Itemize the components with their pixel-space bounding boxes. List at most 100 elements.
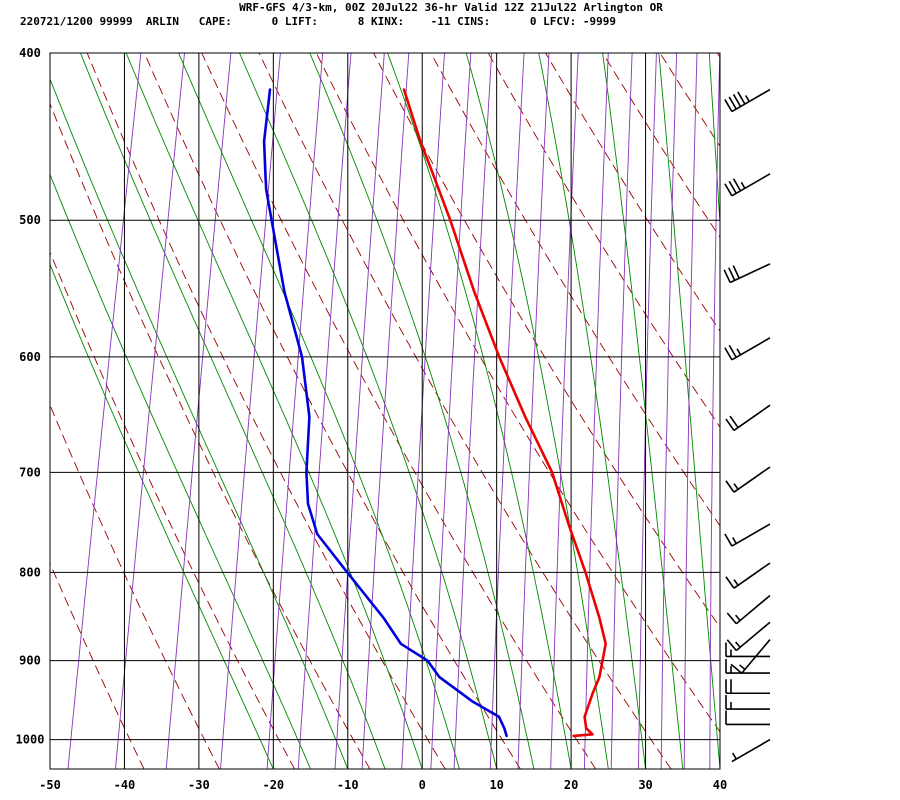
wind-barb-shaft bbox=[733, 404, 771, 432]
wind-barb bbox=[723, 263, 771, 284]
wind-barb-flag bbox=[732, 94, 742, 107]
wind-barb-half-flag bbox=[735, 614, 741, 622]
x-tick-label: 20 bbox=[564, 778, 578, 792]
wind-barb bbox=[725, 659, 770, 674]
mixing-ratio-line bbox=[683, 53, 698, 769]
moist-adiabat-line bbox=[602, 53, 684, 769]
mixing-ratio-line bbox=[165, 53, 232, 769]
x-tick-label: -10 bbox=[337, 778, 359, 792]
wind-barb-half-flag bbox=[733, 579, 739, 586]
dry-adiabat-line bbox=[201, 53, 597, 769]
wind-barb-shaft bbox=[731, 523, 771, 547]
wind-barb-shaft bbox=[733, 562, 771, 589]
mixing-ratio-line bbox=[297, 53, 352, 769]
dry-adiabat-line bbox=[832, 53, 900, 769]
wind-barb bbox=[725, 679, 770, 695]
mixing-ratio-line bbox=[334, 53, 385, 769]
wind-barb-half-flag bbox=[745, 95, 750, 102]
mixing-ratio-line bbox=[583, 53, 609, 769]
wind-barb-shaft bbox=[731, 88, 771, 113]
moist-adiabat-line bbox=[708, 53, 720, 230]
wind-barb-shaft bbox=[735, 621, 771, 652]
wind-barb-shaft bbox=[733, 466, 771, 493]
wind-barb-flag bbox=[725, 418, 735, 431]
sounding-stats: 220721/1200 99999 ARLIN CAPE: 0 LIFT: 8 … bbox=[20, 15, 616, 28]
wind-barb-half-flag bbox=[735, 641, 741, 648]
wind-barb bbox=[725, 642, 770, 658]
wind-barb-flag bbox=[723, 269, 731, 283]
wind-barb-flag bbox=[725, 576, 735, 589]
wind-barb-flag bbox=[728, 344, 737, 358]
mixing-ratio-line bbox=[115, 53, 185, 769]
wind-barb-flag bbox=[728, 267, 736, 281]
moist-adiabat-line bbox=[80, 53, 386, 769]
dry-adiabat-line bbox=[373, 53, 720, 629]
mixing-ratio-line bbox=[489, 53, 525, 769]
wind-barb-half-flag bbox=[736, 348, 742, 356]
wind-barb-flag bbox=[737, 91, 746, 105]
dry-adiabat-line bbox=[602, 53, 720, 239]
wind-barb-half-flag bbox=[739, 664, 746, 671]
wind-barb-flag bbox=[726, 639, 737, 652]
wind-barb-shaft bbox=[729, 263, 771, 284]
mixing-ratio-line bbox=[361, 53, 410, 769]
y-tick-label: 400 bbox=[19, 46, 41, 60]
wind-barbs bbox=[723, 88, 771, 763]
wind-barb-half-flag bbox=[733, 483, 739, 490]
y-tick-label: 1000 bbox=[16, 733, 45, 747]
wind-barb bbox=[725, 710, 770, 726]
moist-adiabat-line bbox=[309, 53, 535, 769]
moist-adiabat-line bbox=[125, 53, 423, 769]
dry-adiabat-line bbox=[659, 53, 720, 147]
wind-barb-shaft bbox=[731, 738, 771, 763]
y-tick-label: 600 bbox=[19, 350, 41, 364]
dry-adiabat-line bbox=[716, 53, 720, 58]
wind-barb-flag bbox=[726, 612, 737, 625]
mixing-ratio-line bbox=[660, 53, 678, 769]
sounding-profiles bbox=[262, 88, 607, 738]
plot-frame bbox=[49, 52, 721, 770]
mixing-ratio-line bbox=[453, 53, 493, 769]
mixing-ratio-line bbox=[401, 53, 445, 769]
wind-barb-flag bbox=[732, 178, 742, 192]
wind-barb-flag bbox=[729, 415, 739, 429]
wind-barb-flag bbox=[728, 96, 737, 110]
dry-adiabat-line bbox=[487, 53, 720, 428]
wind-barb bbox=[726, 594, 771, 625]
wind-barb bbox=[724, 337, 771, 361]
x-tick-label: -20 bbox=[262, 778, 284, 792]
wind-barb-shaft bbox=[731, 337, 771, 361]
wind-barb bbox=[724, 88, 771, 113]
y-tick-label: 700 bbox=[19, 465, 41, 479]
mixing-ratio-line bbox=[550, 53, 579, 769]
x-tick-label: 40 bbox=[713, 778, 727, 792]
mixing-ratio-line bbox=[266, 53, 324, 769]
dry-adiabat-line bbox=[258, 53, 672, 769]
wind-barb bbox=[724, 523, 771, 547]
mixing-ratio-line bbox=[430, 53, 472, 769]
wind-barb bbox=[725, 562, 771, 589]
y-axis-ticks: 400 500 600 700 800 900 1000 bbox=[16, 46, 45, 747]
wind-barb-half-flag bbox=[732, 752, 737, 760]
wind-barb bbox=[726, 621, 771, 652]
dewpoint-profile-line bbox=[262, 88, 508, 738]
wind-barb bbox=[725, 404, 771, 432]
dry-adiabat-line bbox=[430, 53, 720, 527]
moist-adiabat-line bbox=[239, 53, 498, 769]
wind-barb bbox=[725, 695, 770, 710]
wind-barb-flag bbox=[724, 99, 733, 112]
dry-adiabat-line bbox=[144, 53, 521, 769]
wind-barb-flag bbox=[728, 180, 737, 194]
mixing-ratio-line bbox=[638, 53, 657, 769]
dry-adiabat-line bbox=[50, 251, 296, 769]
wind-barb-flag bbox=[724, 347, 733, 361]
moist-adiabat-line bbox=[50, 263, 274, 769]
dry-adiabat-line bbox=[889, 53, 900, 769]
dry-adiabat-line bbox=[545, 53, 720, 332]
wind-barb bbox=[731, 738, 771, 763]
wind-barb bbox=[725, 466, 771, 493]
y-tick-label: 800 bbox=[19, 565, 41, 579]
dry-adiabat-line bbox=[86, 53, 446, 769]
mixing-ratio-line bbox=[517, 53, 550, 769]
